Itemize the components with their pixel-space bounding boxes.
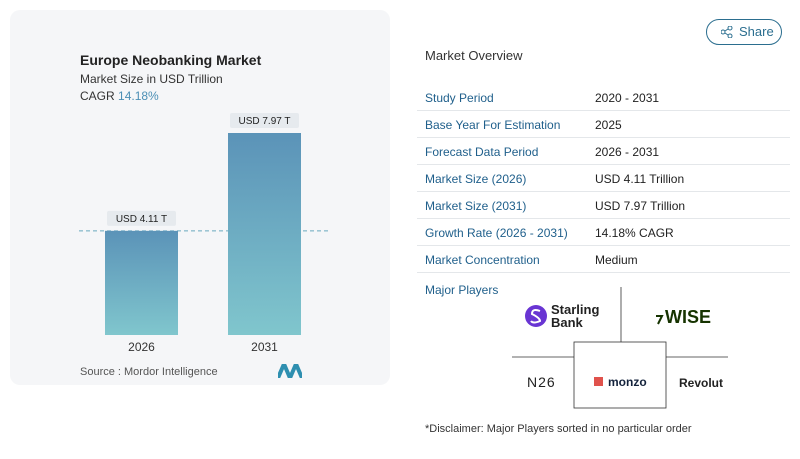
value-label: USD 7.97 T bbox=[238, 116, 290, 127]
x-tick-label: 2031 bbox=[251, 340, 278, 354]
row-value: USD 7.97 Trillion bbox=[595, 199, 686, 213]
overview-row: Market Size (2031) USD 7.97 Trillion bbox=[417, 192, 790, 219]
chart: USD 4.11 T 2026 USD 7.97 T 2031 bbox=[79, 113, 328, 354]
player-n26: N26 bbox=[527, 374, 556, 390]
chart-title: Europe Neobanking Market bbox=[80, 52, 262, 68]
overview-title: Market Overview bbox=[425, 48, 523, 63]
bar bbox=[105, 230, 178, 335]
players-title: Major Players bbox=[425, 283, 499, 297]
overview-row: Forecast Data Period 2026 - 2031 bbox=[417, 138, 790, 165]
player-wise: WISE bbox=[665, 307, 712, 327]
overview-row: Market Concentration Medium bbox=[417, 246, 790, 273]
chart-subtitle: Market Size in USD Trillion bbox=[80, 72, 223, 86]
row-label: Base Year For Estimation bbox=[425, 118, 561, 132]
row-value: Medium bbox=[595, 253, 638, 267]
row-value: USD 4.11 Trillion bbox=[595, 172, 685, 186]
cagr-label: CAGR bbox=[80, 89, 115, 103]
source: Source : Mordor Intelligence bbox=[80, 366, 218, 378]
player-starling: Starling Bank bbox=[551, 302, 600, 330]
cagr-value: 14.18% bbox=[118, 89, 159, 103]
disclaimer: *Disclaimer: Major Players sorted in no … bbox=[425, 423, 692, 435]
share-icon bbox=[721, 26, 733, 38]
players-grid bbox=[512, 287, 728, 409]
cagr: CAGR 14.18% bbox=[80, 89, 159, 103]
row-label: Growth Rate (2026 - 2031) bbox=[425, 226, 568, 240]
row-value: 2026 - 2031 bbox=[595, 145, 660, 159]
overview-row: Base Year For Estimation 2025 bbox=[417, 111, 790, 138]
x-tick-label: 2026 bbox=[128, 340, 155, 354]
overview-row: Study Period 2020 - 2031 bbox=[417, 84, 790, 111]
player-revolut: Revolut bbox=[679, 376, 724, 390]
logo bbox=[278, 364, 302, 378]
share-label: Share bbox=[739, 24, 774, 39]
row-label: Study Period bbox=[425, 91, 494, 105]
value-label-box bbox=[107, 210, 176, 226]
player-monzo: monzo bbox=[608, 375, 647, 389]
bar bbox=[228, 133, 301, 335]
chart-card bbox=[10, 10, 390, 385]
row-label: Market Concentration bbox=[425, 253, 540, 267]
row-value: 2025 bbox=[595, 118, 622, 132]
row-value: 14.18% CAGR bbox=[595, 226, 674, 240]
value-label: USD 4.11 T bbox=[116, 214, 167, 225]
row-label: Market Size (2026) bbox=[425, 172, 527, 186]
overview-row: Market Size (2026) USD 4.11 Trillion bbox=[417, 165, 790, 192]
value-label-box bbox=[230, 113, 299, 128]
row-value: 2020 - 2031 bbox=[595, 91, 660, 105]
share-button[interactable]: Share bbox=[706, 19, 782, 45]
row-label: Forecast Data Period bbox=[425, 145, 539, 159]
overview-row: Growth Rate (2026 - 2031) 14.18% CAGR bbox=[417, 219, 790, 246]
row-label: Market Size (2031) bbox=[425, 199, 527, 213]
